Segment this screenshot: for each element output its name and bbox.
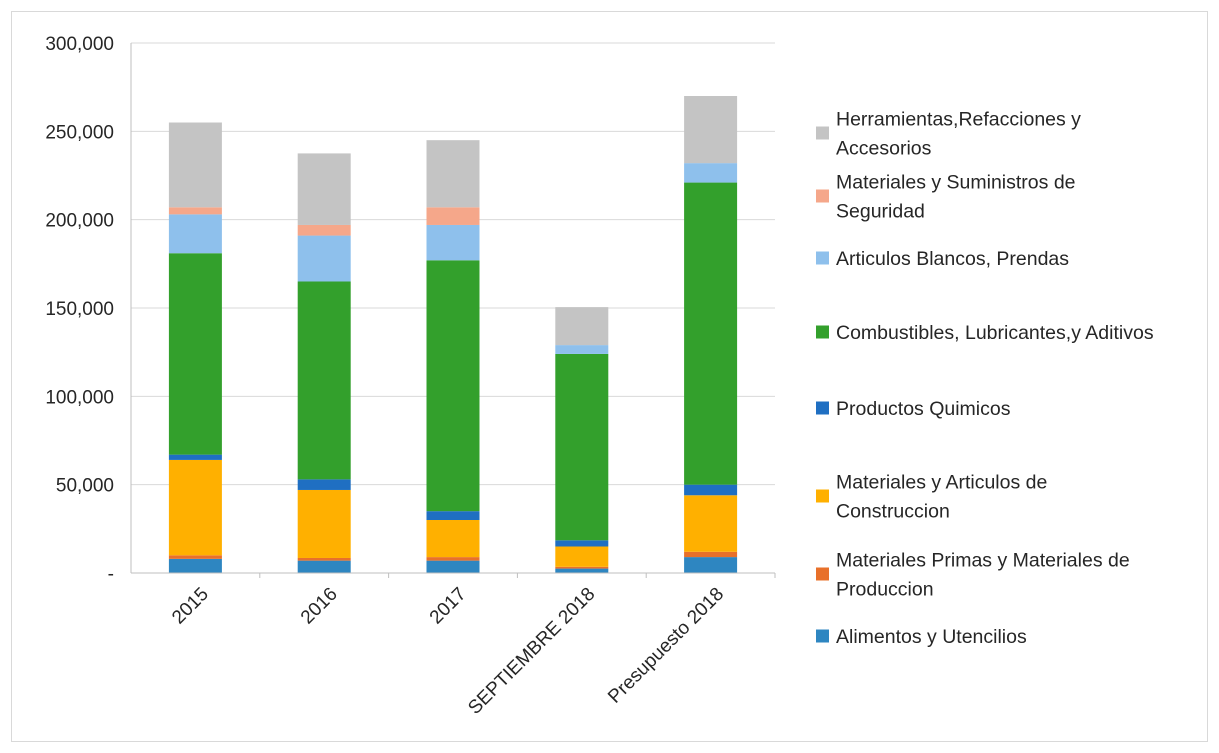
- y-tick-label: 300,000: [45, 34, 114, 55]
- legend-swatch: [816, 489, 829, 503]
- bar-segment: [297, 479, 351, 490]
- bar-segment: [684, 484, 738, 496]
- bar-segment: [684, 557, 738, 573]
- bar-segment: [168, 454, 222, 460]
- y-tick-label: 200,000: [45, 211, 114, 232]
- bar-segment: [426, 557, 480, 561]
- legend-label: Productos Quimicos: [836, 398, 1011, 420]
- legend-swatch: [816, 325, 829, 339]
- y-tick-label: 100,000: [45, 387, 114, 408]
- bar-segment: [297, 153, 351, 225]
- bar-segment: [555, 345, 609, 354]
- axes: - 50,000 100,000 150,000 200,000 250,000 300,0…: [45, 34, 776, 719]
- legend-label: Construccion: [836, 501, 950, 523]
- legend-label: Produccion: [836, 579, 934, 601]
- legend-swatch: [816, 401, 829, 415]
- bar-segment: [426, 207, 480, 225]
- bar-segment: [426, 140, 480, 208]
- y-tick-label: 250,000: [45, 122, 114, 143]
- legend-label: Materiales y Articulos de: [836, 472, 1047, 494]
- bar-segment: [297, 560, 351, 573]
- bar-segment: [555, 307, 609, 346]
- bar-segment: [555, 540, 609, 547]
- bar-segment: [555, 566, 609, 569]
- legend-label: Materiales Primas y Materiales de: [836, 550, 1130, 572]
- legend-label: Combustibles, Lubricantes,y Aditivos: [836, 322, 1154, 344]
- legend-swatch: [816, 251, 829, 265]
- bars: [168, 96, 738, 573]
- bar-segment: [168, 207, 222, 215]
- bar-segment: [684, 182, 738, 485]
- bar-segment: [684, 163, 738, 183]
- bar-segment: [555, 353, 609, 541]
- bar-segment: [297, 489, 351, 558]
- x-tick-label: 2016: [297, 584, 342, 629]
- bar-segment: [426, 511, 480, 520]
- bar-segment: [297, 235, 351, 282]
- legend-label: Seguridad: [836, 201, 925, 223]
- gridlines: [131, 42, 775, 486]
- y-tick-label: 150,000: [45, 299, 114, 320]
- bar-segment: [297, 224, 351, 236]
- legend-swatch: [816, 126, 829, 140]
- legend-label: Alimentos y Utencilios: [836, 626, 1027, 648]
- bar-segment: [297, 557, 351, 561]
- y-tick-label: -: [108, 564, 114, 585]
- x-tick-label: Presupuesto 2018: [604, 584, 728, 708]
- legend-label: Materiales y Suministros de: [836, 172, 1076, 194]
- legend-swatch: [816, 629, 829, 643]
- bar-segment: [555, 546, 609, 567]
- bar-segment: [684, 551, 738, 558]
- legend-swatch: [816, 567, 829, 581]
- bar-segment: [168, 459, 222, 556]
- bar-segment: [168, 253, 222, 455]
- bar-segment: [684, 495, 738, 552]
- x-tick-label: 2015: [168, 584, 213, 629]
- bar-segment: [426, 520, 480, 558]
- x-tick-label: SEPTIEMBRE 2018: [464, 584, 599, 719]
- legend-swatch: [816, 189, 829, 203]
- legend-label: Accesorios: [836, 138, 932, 160]
- bar-segment: [297, 281, 351, 480]
- legend: Herramientas,Refacciones y Accesorios Mate…: [816, 109, 1154, 648]
- bar-segment: [168, 122, 222, 208]
- bar-segment: [684, 96, 738, 164]
- bar-segment: [168, 558, 222, 573]
- bar-segment: [426, 224, 480, 261]
- bar-segment: [426, 260, 480, 512]
- bar-segment: [168, 214, 222, 254]
- bar-segment: [426, 560, 480, 573]
- bar-segment: [555, 568, 609, 573]
- bar-segment: [168, 555, 222, 559]
- x-tick-label: 2017: [426, 584, 471, 629]
- legend-label: Articulos Blancos, Prendas: [836, 248, 1069, 270]
- legend-label: Herramientas,Refacciones y: [836, 109, 1081, 131]
- y-tick-label: 50,000: [56, 476, 114, 497]
